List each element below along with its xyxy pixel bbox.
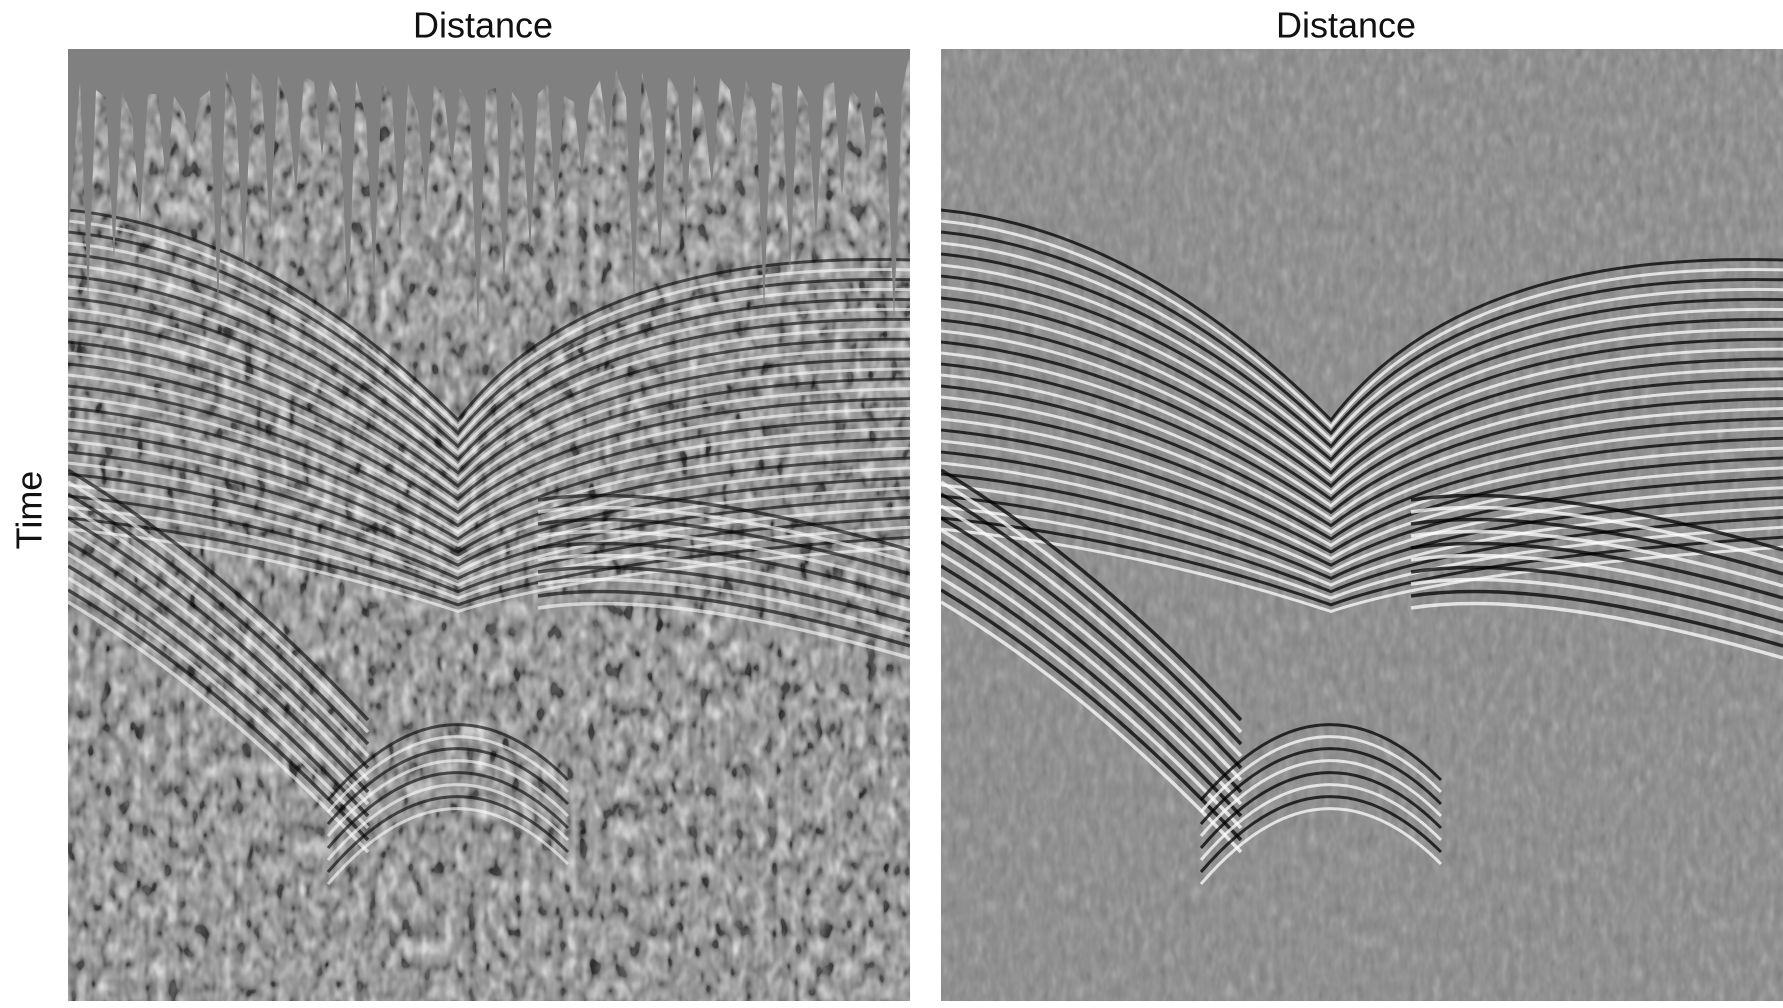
panel-title: Distance [413, 5, 553, 46]
left-panel [68, 49, 910, 1001]
right-panel [941, 49, 1783, 1001]
panel-title: Distance [1276, 5, 1416, 46]
axis-label: Time [9, 471, 50, 550]
figure: Distance Distance Time [0, 0, 1783, 1003]
page: Distance Distance Time (() => { const da… [0, 0, 1783, 1003]
